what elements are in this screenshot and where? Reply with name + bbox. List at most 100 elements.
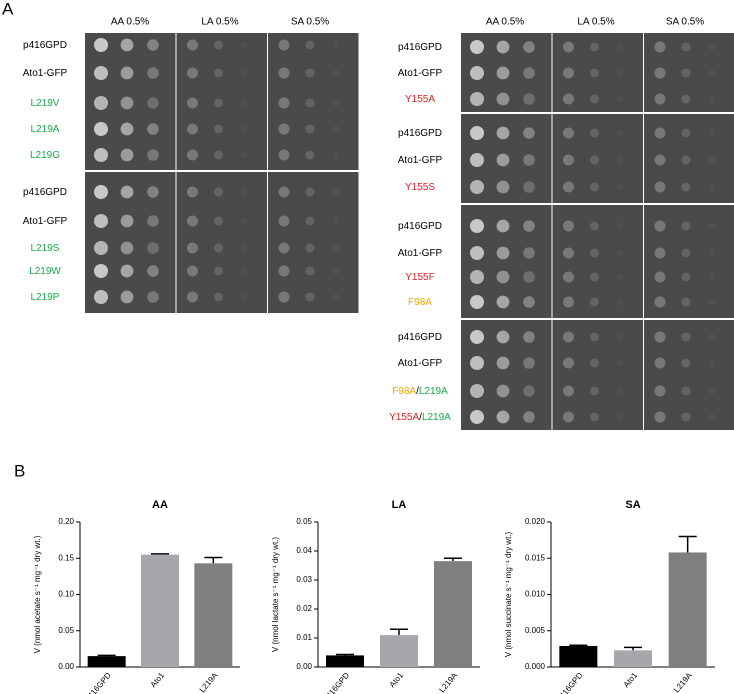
yeast-spot	[187, 265, 198, 277]
yeast-spot	[523, 67, 535, 79]
yeast-spot	[187, 149, 198, 161]
yeast-spot	[617, 183, 624, 191]
strain-label: Ato1-GFP	[398, 68, 443, 79]
yeast-spot	[523, 247, 535, 259]
yeast-spot	[681, 68, 691, 78]
bar	[614, 650, 652, 667]
yeast-spot	[214, 266, 223, 276]
yeast-spot	[94, 66, 108, 80]
yeast-spot	[708, 249, 716, 257]
yeast-spot	[654, 247, 666, 259]
y-tick-label: 0.015	[525, 553, 546, 562]
yeast-spot	[654, 93, 666, 105]
yeast-spot	[278, 291, 290, 303]
y-axis-label: V (nmol acetate s⁻¹ mg⁻¹ dry wt.)	[33, 535, 42, 653]
yeast-spot	[496, 40, 510, 54]
bar	[380, 635, 418, 667]
yeast-spot	[654, 181, 666, 193]
strain-label: F98A/L219A	[392, 386, 448, 397]
yeast-spot	[617, 69, 624, 77]
yeast-spot	[617, 273, 624, 281]
yeast-spot	[94, 241, 108, 255]
yeast-spot	[332, 267, 340, 275]
yeast-spot	[654, 331, 666, 343]
yeast-spot	[305, 292, 315, 302]
yeast-spot	[94, 148, 108, 162]
label-part: /	[419, 412, 422, 423]
yeast-spot	[187, 291, 198, 303]
yeast-spot	[708, 413, 716, 421]
yeast-spot	[617, 156, 624, 164]
yeast-spot	[708, 43, 716, 51]
yeast-spot	[496, 246, 510, 260]
yeast-spot	[147, 149, 159, 161]
yeast-spot	[241, 41, 248, 49]
label-part: L219V	[31, 98, 60, 109]
yeast-spot	[278, 265, 290, 277]
bar	[87, 656, 126, 667]
label-part: p416GPD	[23, 40, 67, 51]
y-tick-label: 0.020	[525, 517, 546, 526]
label-part: L219W	[29, 266, 61, 277]
yeast-spot	[241, 99, 248, 107]
column-header: LA 0.5%	[577, 17, 614, 28]
yeast-spot	[523, 181, 535, 193]
yeast-spot	[278, 149, 290, 161]
yeast-spot	[470, 246, 484, 260]
yeast-spot	[681, 221, 691, 231]
strain-label: L219S	[31, 243, 60, 254]
label-part: L219A	[422, 412, 451, 423]
yeast-spot	[708, 359, 716, 367]
yeast-spot	[305, 187, 315, 197]
yeast-spot	[305, 266, 315, 276]
yeast-spot	[654, 296, 666, 308]
panel-label: A	[2, 0, 14, 18]
yeast-spot	[214, 68, 223, 78]
label-part: L219G	[30, 150, 60, 161]
yeast-spot	[590, 155, 599, 165]
yeast-spot	[563, 296, 574, 308]
yeast-spot	[496, 153, 510, 167]
yeast-spot	[332, 69, 340, 77]
strain-label: p416GPD	[398, 42, 442, 53]
column-header: SA 0.5%	[666, 17, 704, 28]
yeast-spot	[305, 68, 315, 78]
yeast-spot	[470, 219, 484, 233]
yeast-spot	[590, 272, 599, 282]
yeast-spot	[681, 128, 691, 138]
yeast-spot	[523, 331, 535, 343]
yeast-spot	[523, 296, 535, 308]
yeast-spot	[617, 298, 624, 306]
yeast-spot	[708, 387, 716, 395]
yeast-spot	[681, 272, 691, 282]
yeast-spot	[332, 244, 340, 252]
bar	[559, 645, 598, 667]
yeast-spot	[563, 41, 574, 53]
yeast-spot	[94, 290, 108, 304]
y-tick-label: 0.010	[525, 590, 546, 599]
yeast-spot	[617, 249, 624, 257]
yeast-spot	[147, 215, 159, 227]
yeast-spot	[332, 293, 340, 301]
label-part: Ato1-GFP	[398, 68, 443, 79]
yeast-spot	[496, 330, 510, 344]
yeast-spot	[654, 154, 666, 166]
yeast-spot	[654, 127, 666, 139]
yeast-spot	[187, 67, 198, 79]
yeast-spot	[654, 357, 666, 369]
yeast-spot	[681, 297, 691, 307]
yeast-spot	[708, 333, 716, 341]
yeast-spot	[654, 411, 666, 423]
strain-label: Ato1-GFP	[23, 216, 68, 227]
strain-label: p416GPD	[23, 40, 67, 51]
label-part: F98A	[392, 386, 416, 397]
yeast-spot	[470, 270, 484, 284]
strain-label: L219A	[31, 124, 60, 135]
label-part: Ato1-GFP	[23, 68, 68, 79]
yeast-spot	[681, 358, 691, 368]
bar	[434, 561, 472, 667]
yeast-spot	[708, 183, 716, 191]
yeast-spot	[523, 357, 535, 369]
panel-label: B	[14, 461, 25, 480]
